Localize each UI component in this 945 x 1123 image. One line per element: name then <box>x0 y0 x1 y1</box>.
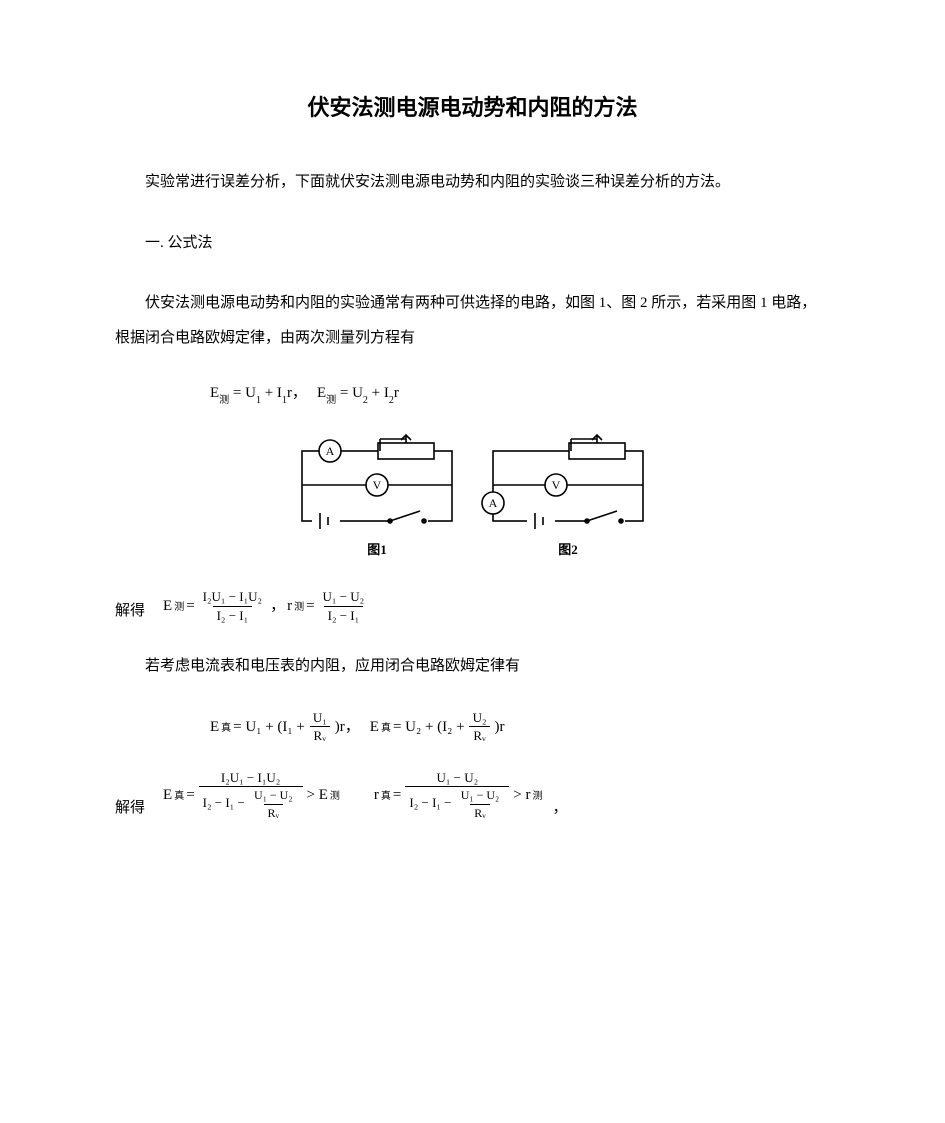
solve-label: 解得 <box>115 599 145 623</box>
formula-token: E测 = U1 + I1r， <box>210 381 307 407</box>
formula-4: E真 = I₂U₁ − I₁U₂ I₂ − I₁ − U₁ − U₂Rᵥ > E… <box>163 770 542 820</box>
formula-3: E真 = U₁ + (I₁ + U₁ Rᵥ )r， E真 = U₂ + (I₂ … <box>115 710 830 744</box>
formula-2: E测 = I₂U₁ − I₁U₂ I₂ − I₁ ， r测 = U₁ − U₂ … <box>163 589 370 623</box>
figure-1-caption: 图1 <box>290 540 465 561</box>
svg-text:V: V <box>372 478 381 492</box>
page-title: 伏安法测电源电动势和内阻的方法 <box>115 90 830 125</box>
figure-2-caption: 图2 <box>481 540 656 561</box>
solve-label-2: 解得 <box>115 796 145 820</box>
formula-1: E测 = U1 + I1r， E测 = U2 + I2r <box>115 381 830 407</box>
intro-paragraph: 实验常进行误差分析，下面就伏安法测电源电动势和内阻的实验谈三种误差分析的方法。 <box>115 165 830 200</box>
svg-text:A: A <box>488 496 497 510</box>
svg-text:A: A <box>325 444 334 458</box>
trailing-comma: ， <box>552 796 567 820</box>
svg-text:V: V <box>551 478 560 492</box>
circuit-2: V A 图2 <box>481 433 656 561</box>
paragraph-1: 伏安法测电源电动势和内阻的实验通常有两种可供选择的电路，如图 1、图 2 所示，… <box>115 286 830 355</box>
formula-token: E测 = U2 + I2r <box>317 381 399 407</box>
paragraph-2: 若考虑电流表和电压表的内阻，应用闭合电路欧姆定律有 <box>115 649 830 684</box>
formula-4-row: 解得 E真 = I₂U₁ − I₁U₂ I₂ − I₁ − U₁ − U₂Rᵥ … <box>115 770 830 820</box>
section-1-heading: 一. 公式法 <box>115 226 830 261</box>
circuit-1: A V 图1 <box>290 433 465 561</box>
circuit-diagrams: A V 图1 <box>115 433 830 561</box>
formula-2-row: 解得 E测 = I₂U₁ − I₁U₂ I₂ − I₁ ， r测 = U₁ − … <box>115 589 830 623</box>
